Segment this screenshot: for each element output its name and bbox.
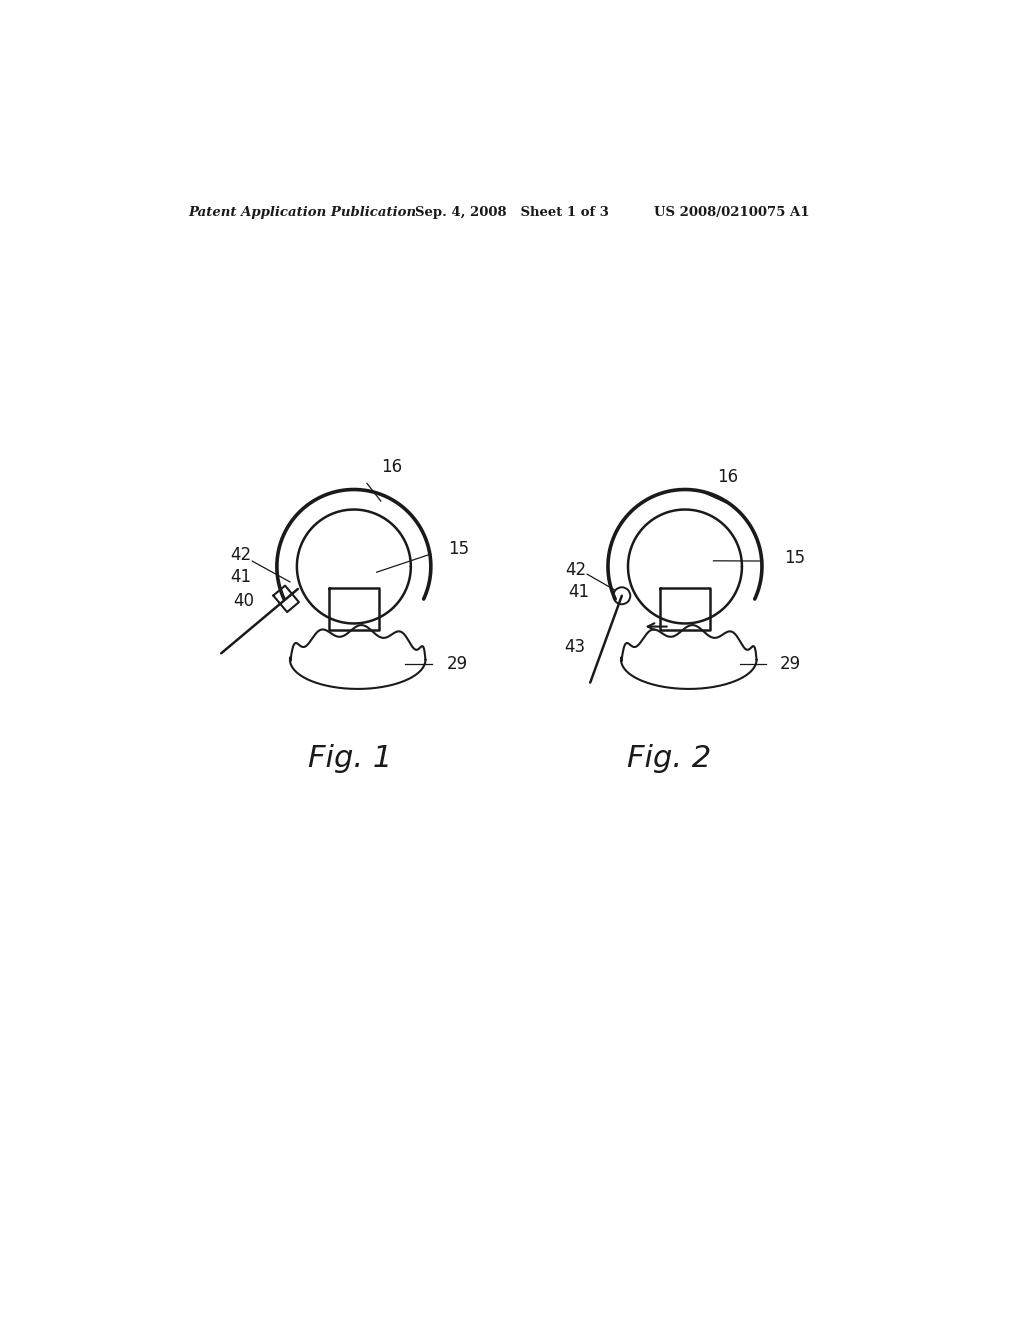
Text: 29: 29 <box>779 655 801 672</box>
Text: Fig. 2: Fig. 2 <box>628 743 712 772</box>
Text: 42: 42 <box>230 546 252 564</box>
Text: 42: 42 <box>565 561 587 579</box>
Text: 41: 41 <box>230 568 252 586</box>
Text: Sep. 4, 2008   Sheet 1 of 3: Sep. 4, 2008 Sheet 1 of 3 <box>416 206 609 219</box>
Text: 43: 43 <box>564 639 585 656</box>
Text: Fig. 1: Fig. 1 <box>307 743 392 772</box>
Text: 29: 29 <box>446 655 467 672</box>
Text: 16: 16 <box>717 467 738 486</box>
Text: 16: 16 <box>381 458 402 475</box>
Text: 15: 15 <box>784 549 806 568</box>
Text: US 2008/0210075 A1: US 2008/0210075 A1 <box>654 206 810 219</box>
Text: 41: 41 <box>568 583 589 601</box>
Text: 40: 40 <box>233 593 255 610</box>
Text: Patent Application Publication: Patent Application Publication <box>188 206 417 219</box>
Text: 15: 15 <box>447 540 469 558</box>
